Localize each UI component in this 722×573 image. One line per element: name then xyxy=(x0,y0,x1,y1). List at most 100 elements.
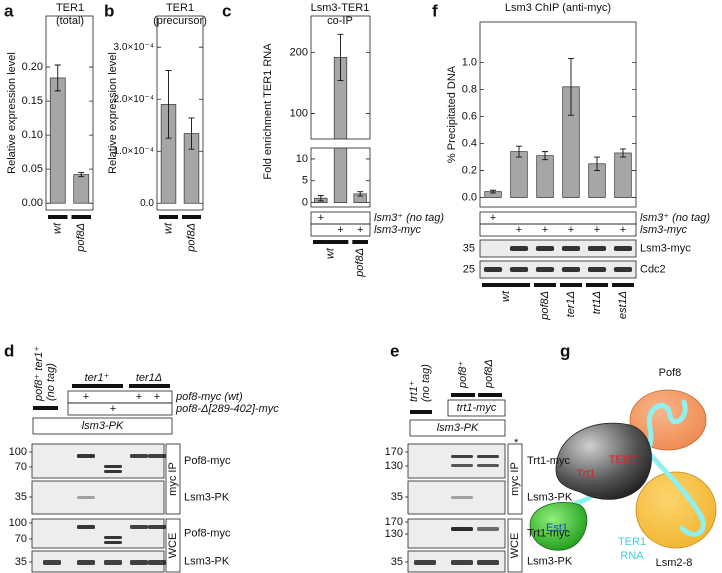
error-bar xyxy=(54,64,61,92)
blot xyxy=(479,239,637,258)
y-tick-label: 2.0×10⁻⁴ xyxy=(114,94,154,105)
blot-band xyxy=(587,246,607,251)
blot-label: Lsm3-PK xyxy=(527,555,573,567)
plot-frame xyxy=(156,15,204,211)
rna-label: TER1 xyxy=(618,536,646,548)
blot-marker: 35 xyxy=(463,242,475,254)
tag-box xyxy=(409,419,506,437)
error-bar xyxy=(542,151,548,161)
y-tick-label: 0.00 xyxy=(22,197,43,209)
plot-frame xyxy=(479,21,637,208)
blot-marker: 130 xyxy=(385,528,403,540)
bar xyxy=(49,77,66,204)
group-bar xyxy=(48,215,68,219)
condition-mark: + xyxy=(318,212,324,224)
tag-box xyxy=(32,417,173,435)
tert-label: TERT xyxy=(609,454,638,466)
blot-marker: 25 xyxy=(463,263,475,275)
group-bar xyxy=(612,283,634,287)
chart-subtitle: (total) xyxy=(56,15,84,27)
panel-label: f xyxy=(432,1,438,20)
section-box xyxy=(507,443,523,515)
y-axis-label: Relative expression level xyxy=(107,52,119,174)
group-label: wt xyxy=(162,222,174,234)
condition-row xyxy=(67,402,173,416)
condition-mark: + xyxy=(568,224,574,236)
section-box xyxy=(165,443,181,515)
error-bar xyxy=(568,58,574,116)
group-bar xyxy=(586,283,608,287)
tag-label: lsm3-PK xyxy=(82,420,124,432)
section-label: WCE xyxy=(167,533,179,559)
y-tick-label: 3.0×10⁻⁴ xyxy=(114,42,154,53)
blot-band xyxy=(587,267,607,272)
lsm-ring xyxy=(635,471,717,549)
bar xyxy=(536,155,554,198)
y-tick-label: 1.0×10⁻⁴ xyxy=(114,146,154,157)
blot-band xyxy=(148,560,166,565)
group-bar xyxy=(129,384,170,388)
blot-band xyxy=(483,267,503,272)
blot-band xyxy=(104,541,122,544)
blot-label: Lsm3-myc xyxy=(640,242,691,254)
blot-band xyxy=(477,464,499,467)
group-label: wt xyxy=(500,290,512,302)
blot-label: Pof8-myc xyxy=(184,455,231,467)
y-tick-label: 0.4 xyxy=(462,137,477,149)
strain-label: pof8Δ xyxy=(483,359,495,389)
y-tick-label: 0.10 xyxy=(22,129,43,141)
y-tick-label: 0.6 xyxy=(462,110,477,122)
y-tick-label: 0.0 xyxy=(140,198,154,209)
panel-label: c xyxy=(222,1,231,20)
blot-marker: 130 xyxy=(385,460,403,472)
condition-mark: + xyxy=(83,391,89,403)
blot-band xyxy=(509,246,529,251)
y-axis-label: % Precipitated DNA xyxy=(446,65,458,163)
condition-mark: + xyxy=(110,403,116,415)
section-box xyxy=(165,518,181,573)
group-label: est1Δ xyxy=(617,291,629,319)
blot xyxy=(31,518,165,549)
blot-label: Lsm3-PK xyxy=(184,491,230,503)
est1-protein xyxy=(529,501,588,551)
group-label: trt1Δ xyxy=(591,291,603,314)
condition-label: lsm3⁺ (no tag) xyxy=(374,212,444,224)
blot-band xyxy=(451,464,473,467)
condition-label: pof8-Δ[289-402]-myc xyxy=(175,403,279,415)
blot-band xyxy=(561,246,581,251)
blot xyxy=(407,443,506,479)
blot-band xyxy=(414,560,436,565)
group-bar xyxy=(313,240,349,244)
blot-marker: 35 xyxy=(15,556,27,568)
trt1-label: Trt1 xyxy=(576,468,595,480)
group-label: pof8Δ xyxy=(539,291,551,321)
error-bar xyxy=(165,70,172,139)
condition-label: lsm3-myc xyxy=(640,224,688,236)
error-bar xyxy=(337,33,344,81)
blot-band xyxy=(104,560,122,565)
condition-mark: + xyxy=(620,224,626,236)
panel-label: b xyxy=(104,1,114,20)
error-bar xyxy=(188,117,195,150)
blot-marker: 35 xyxy=(15,491,27,503)
y-tick-label: 0.15 xyxy=(22,95,43,107)
y-tick-label: 100 xyxy=(290,107,308,119)
error-bar xyxy=(594,156,600,171)
blot-band xyxy=(451,527,473,531)
blot-label: Lsm3-PK xyxy=(184,555,230,567)
blot-band xyxy=(509,267,529,272)
blot-band xyxy=(148,525,166,529)
group-bar xyxy=(159,215,178,219)
condition-mark: + xyxy=(357,224,363,236)
group-bar xyxy=(482,283,530,287)
condition-mark: + xyxy=(490,212,496,224)
condition-label: pof8-myc (wt) xyxy=(175,391,243,403)
group-label: pof8Δ xyxy=(354,248,366,278)
blot-band xyxy=(451,455,473,458)
group-bar xyxy=(410,410,432,414)
blot-marker: 170 xyxy=(385,516,403,528)
error-bar xyxy=(620,148,626,158)
blot-label: Cdc2 xyxy=(640,263,666,275)
lsm-label: Lsm2-8 xyxy=(656,557,693,569)
